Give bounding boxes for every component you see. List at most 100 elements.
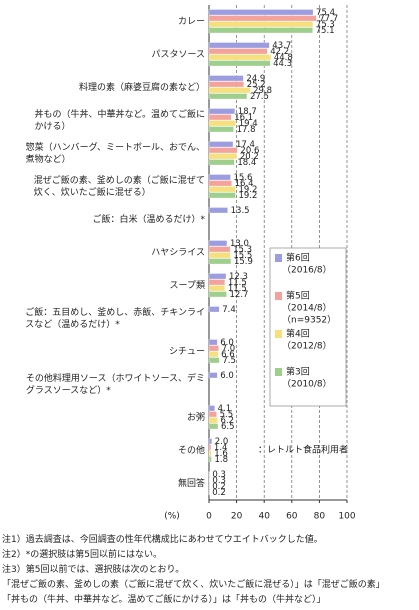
bar: [208, 417, 218, 424]
bar: [208, 444, 212, 451]
bar: [208, 456, 212, 463]
value-label: 75.3: [316, 20, 335, 30]
x-tick-label: 40: [258, 512, 270, 522]
legend-swatch: [275, 368, 282, 376]
bar: [208, 258, 232, 265]
bar: [208, 141, 234, 148]
value-label: 12.3: [229, 272, 248, 282]
bar: [208, 93, 248, 100]
category-label: スープ類: [169, 280, 205, 291]
value-label: 1.4: [214, 443, 228, 453]
bar: [208, 9, 314, 16]
legend-label: 第6回: [286, 252, 310, 264]
legend-swatch: [275, 292, 282, 300]
value-label: 6.2: [221, 416, 235, 426]
value-label: 11.5: [228, 278, 247, 288]
value-label: 0.3: [212, 470, 226, 480]
bar: [208, 147, 238, 154]
bar: [208, 306, 220, 313]
bar: [208, 273, 227, 280]
value-label: 27.5: [250, 92, 269, 102]
bar: [208, 339, 218, 346]
legend-period: （2016/8）: [282, 265, 332, 276]
value-label: 18.4: [237, 158, 256, 168]
value-label: 15.3: [233, 245, 252, 255]
value-label: 77.7: [319, 14, 338, 24]
bar: [208, 174, 231, 181]
category-label: パスタソース: [151, 49, 205, 60]
category-label: ハヤシライス: [151, 247, 205, 258]
bar: [208, 75, 244, 82]
category-label: 料理の素（麻婆豆腐の素など）: [78, 82, 205, 93]
legend-period: （2014/8）: [282, 303, 332, 314]
bar: [208, 87, 251, 94]
legend-label: 第4回: [286, 328, 310, 340]
value-label: 43.7: [272, 41, 291, 51]
value-label: 44.8: [274, 53, 293, 63]
bar: [208, 351, 219, 358]
bar: [208, 279, 226, 286]
category-label: 混ぜご飯の素、釜めしの素（ご飯に混ぜて 炊く、炊いたご飯に混ぜる）: [33, 175, 205, 198]
category-label: 無回答: [177, 478, 205, 489]
category-label: その他: [177, 445, 205, 456]
bar: [208, 405, 215, 412]
footnote: 「混ぜご飯の素、釜めしの素（ご飯に混ぜて炊く、炊いたご飯に混ぜる）」は「混ぜご飯…: [2, 580, 385, 590]
value-label: 7.0: [222, 344, 236, 354]
bar: [208, 21, 314, 28]
bar: [208, 114, 232, 121]
legend-period: （2010/8）: [282, 379, 332, 390]
category-label: 丼もの（牛丼、中華丼など。温めてご飯に かける）: [34, 109, 205, 132]
bar: [208, 48, 268, 55]
x-tick-label: 20: [231, 512, 243, 522]
value-label: 44.3: [273, 59, 292, 69]
value-label: 0.3: [212, 476, 226, 486]
bar: [208, 120, 236, 127]
bar: [208, 27, 313, 34]
bar: [208, 246, 231, 253]
bar: [208, 153, 238, 160]
bar: [208, 450, 212, 457]
bar: [208, 126, 234, 133]
category-label: お粥: [186, 412, 205, 423]
value-label: 29.8: [253, 86, 272, 96]
legend-swatch: [275, 330, 282, 338]
value-label: 75.4: [316, 8, 335, 18]
footnote: 注2）*の選択肢は第5回以前にはない。: [2, 550, 162, 560]
x-tick-label: 0: [206, 512, 212, 522]
legend-note: （n=9352）: [282, 315, 336, 326]
value-label: 1.8: [214, 455, 228, 465]
value-label: 75.1: [316, 26, 335, 36]
value-label: 42.2: [270, 47, 289, 57]
bar: [208, 438, 212, 445]
bar: [208, 54, 271, 61]
value-label: 6.6: [221, 350, 235, 360]
category-label: その他料理用ソース（ホワイトソース、デミ グラスソースなど）*: [25, 373, 205, 396]
bar: [208, 345, 219, 352]
value-label: 12.7: [230, 290, 249, 300]
value-label: 18.7: [238, 107, 257, 117]
legend-swatch: [275, 254, 282, 262]
value-label: 16.4: [235, 179, 254, 189]
x-tick-label: 80: [314, 512, 326, 522]
bar: [208, 357, 220, 364]
bar: [208, 15, 317, 22]
value-label: 20.2: [240, 152, 259, 162]
bar: [208, 60, 271, 67]
legend-period: （2012/8）: [282, 341, 332, 352]
value-label: 15.9: [234, 257, 253, 267]
bar: [208, 108, 235, 115]
value-label: 6.0: [220, 338, 234, 348]
value-label: 1.6: [214, 449, 228, 459]
x-tick-label: 100: [338, 512, 355, 522]
value-label: 19.2: [238, 185, 257, 195]
bar: [208, 372, 218, 379]
value-label: 7.5: [222, 356, 236, 366]
value-label: 13.5: [231, 206, 250, 216]
value-label: 17.4: [236, 140, 255, 150]
legend-box: [269, 247, 347, 407]
bar: [208, 192, 236, 199]
value-label: 20.6: [240, 146, 259, 156]
category-label: 惣菜（ハンバーグ、ミートボール、おでん、 煮物など）: [25, 142, 205, 165]
value-label: 7.4: [222, 305, 236, 315]
